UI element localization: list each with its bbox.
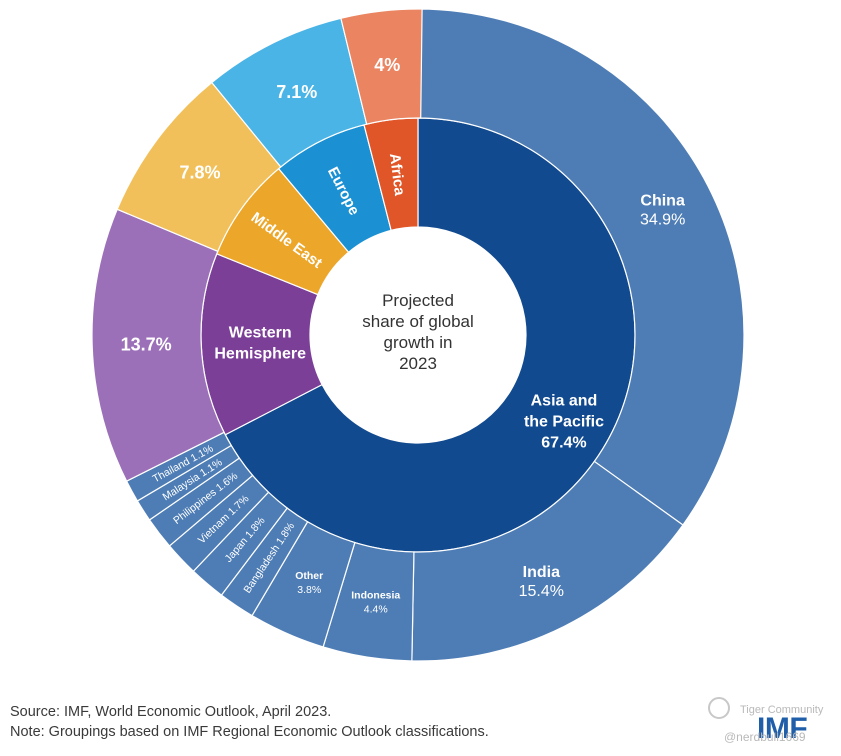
grouping-note: Note: Groupings based on IMF Regional Ec… [10, 724, 489, 740]
inner-label-western-hemisphere: Western Hemisphere [214, 325, 306, 363]
inner-label-asia-and-the-pacific: Asia and the Pacific 67.4% [524, 392, 604, 451]
watermark-handle: @nerdbull1669 [724, 730, 806, 744]
center-hole [310, 227, 526, 443]
outer-label-india: India 15.4% [519, 564, 564, 600]
inner-label-africa: Africa [386, 152, 408, 197]
inner-ring [200, 117, 636, 553]
outer-label-western-hemisphere: 13.7% [121, 335, 172, 355]
outer-label-indonesia: Indonesia 4.4% [351, 589, 400, 615]
sunburst-chart: Asia and the Pacific 67.4% Western Hemispher… [91, 8, 745, 662]
outer-slice-africa [340, 8, 423, 125]
center-label: Projected share of global growth in 2023 [362, 291, 474, 373]
outer-label-africa: 4% [374, 55, 400, 75]
outer-label-china: China 34.9% [640, 192, 685, 228]
watermark-community: Tiger Community [740, 704, 824, 716]
outer-label-europe: 7.1% [276, 82, 317, 102]
source-note: Source: IMF, World Economic Outlook, Apr… [10, 704, 332, 720]
outer-label-other: Other 3.8% [295, 570, 323, 596]
outer-label-middle-east: 7.8% [179, 163, 220, 183]
watermark-logo-icon [708, 697, 730, 719]
outer-slice-china [417, 8, 745, 526]
imf-logo: IMF [757, 712, 808, 745]
outer-ring [91, 8, 745, 662]
